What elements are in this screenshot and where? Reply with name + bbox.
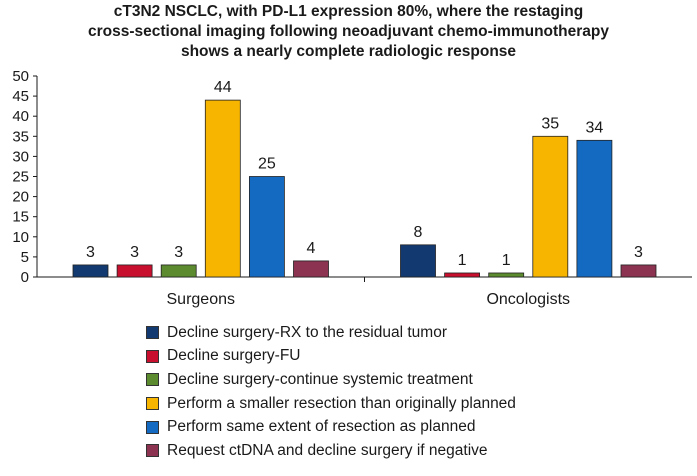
bar [293, 260, 329, 278]
category-label: Oncologists [486, 291, 570, 308]
data-label: 3 [86, 244, 95, 261]
chart-title: cT3N2 NSCLC, with PD-L1 expression 80%, … [0, 2, 697, 62]
legend-label: Perform same extent of resection as plan… [167, 418, 476, 436]
legend-swatch [146, 397, 159, 411]
data-label: 34 [586, 119, 604, 136]
bar [532, 135, 569, 278]
bar [116, 264, 153, 278]
legend-swatch [146, 373, 159, 387]
legend-item: Decline surgery-FU [146, 345, 516, 369]
bar [160, 264, 197, 278]
legend-swatch [146, 444, 159, 458]
legend-item: Perform a smaller resection than origina… [146, 392, 516, 416]
y-tick-label: 10 [12, 229, 29, 246]
y-tick-label: 0 [21, 269, 29, 286]
chart-title-line-2: cross-sectional imaging following neoadj… [87, 23, 610, 40]
y-tick-label: 45 [12, 88, 29, 105]
bar [620, 264, 657, 278]
data-label: 1 [458, 252, 467, 269]
data-label: 25 [258, 156, 276, 173]
legend-swatch [146, 349, 159, 363]
legend-item: Request ctDNA and decline surgery if neg… [146, 439, 516, 463]
legend-swatch [146, 420, 159, 434]
y-tick-label: 5 [21, 249, 29, 266]
data-label: 3 [174, 244, 183, 261]
y-tick-label: 30 [12, 148, 29, 165]
data-label: 44 [214, 79, 232, 96]
legend-item: Decline surgery-continue systemic treatm… [146, 368, 516, 392]
legend-swatch [146, 326, 159, 340]
bar [72, 264, 109, 278]
legend-label: Decline surgery-FU [167, 347, 301, 365]
data-label: 3 [634, 244, 643, 261]
bar [204, 99, 241, 278]
data-label: 8 [414, 224, 423, 241]
y-tick-label: 50 [12, 68, 29, 85]
legend-label: Decline surgery-RX to the residual tumor [167, 323, 447, 341]
chart-title-line-3: shows a nearly complete radiologic respo… [180, 43, 517, 60]
bar [444, 272, 481, 278]
y-tick-label: 35 [12, 128, 29, 145]
chart-title-line-1: cT3N2 NSCLC, with PD-L1 expression 80%, … [113, 3, 584, 20]
legend-item: Decline surgery-RX to the residual tumor [146, 321, 516, 345]
data-label: 35 [541, 115, 559, 132]
legend-label: Perform a smaller resection than origina… [167, 394, 516, 412]
data-label: 4 [307, 240, 316, 257]
legend-label: Decline surgery-continue systemic treatm… [167, 370, 473, 388]
legend-item: Perform same extent of resection as plan… [146, 415, 516, 439]
y-tick-label: 25 [12, 169, 29, 186]
bar [488, 272, 525, 278]
y-tick-label: 20 [12, 189, 29, 206]
data-label: 1 [502, 252, 511, 269]
legend-label: Request ctDNA and decline surgery if neg… [167, 441, 488, 459]
bar [576, 139, 613, 278]
chart-legend: Decline surgery-RX to the residual tumor… [146, 321, 516, 463]
bar [400, 244, 436, 278]
category-label: Surgeons [167, 291, 236, 308]
y-tick-label: 40 [12, 108, 29, 125]
bar [248, 176, 285, 278]
y-tick-label: 15 [12, 209, 29, 226]
data-label: 3 [130, 244, 139, 261]
